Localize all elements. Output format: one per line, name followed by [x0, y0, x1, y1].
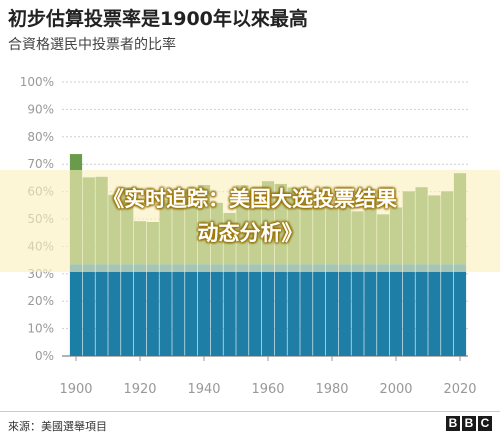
logo-letter-1: B: [446, 416, 460, 431]
x-tick-label: 1980: [315, 382, 348, 397]
x-tick-label: 1960: [251, 382, 284, 397]
bar-base: [441, 264, 454, 356]
bar-base: [313, 264, 326, 356]
bar-base: [364, 264, 377, 356]
bar-base: [159, 264, 172, 356]
y-tick-label: 90%: [27, 102, 54, 116]
x-tick-label: 1940: [187, 382, 220, 397]
bar-base: [274, 264, 287, 356]
bar-base: [415, 264, 428, 356]
bar-base: [453, 264, 467, 356]
x-tick-label: 2020: [443, 382, 476, 397]
bar-base: [185, 264, 198, 356]
y-tick-label: 80%: [27, 130, 54, 144]
y-tick-label: 10%: [27, 322, 54, 336]
overlay-line-2: 动态分析》: [197, 221, 303, 245]
bar-base: [210, 264, 223, 356]
chart-subtitle: 合資格選民中投票者的比率: [8, 37, 176, 53]
bar-base: [95, 264, 108, 356]
bar-base: [351, 264, 364, 356]
bar-base: [300, 264, 313, 356]
footer-divider: [0, 411, 500, 412]
bar-base: [389, 264, 403, 356]
bar-base: [287, 264, 300, 356]
logo-letter-2: B: [462, 416, 476, 431]
y-tick-label: 100%: [20, 75, 54, 89]
overlay-headline: 《实时追踪：美国大选投票结果 动态分析》: [0, 182, 500, 250]
y-tick-label: 70%: [27, 157, 54, 171]
y-tick-label: 0%: [35, 349, 54, 363]
chart-title: 初步估算投票率是1900年以來最高: [8, 8, 308, 30]
bar-base: [82, 264, 95, 356]
bar-base: [428, 264, 441, 356]
y-tick-label: 20%: [27, 294, 54, 308]
bar-base: [108, 264, 121, 356]
x-tick-label: 1900: [59, 382, 92, 397]
bar-base: [223, 264, 236, 356]
bar-base: [172, 264, 185, 356]
logo-letter-3: C: [478, 416, 492, 431]
bar-base: [146, 264, 159, 356]
overlay-line-1: 《实时追踪：美国大选投票结果: [103, 187, 397, 211]
bar-base: [261, 264, 275, 356]
bar-base: [377, 264, 390, 356]
bar-base: [133, 264, 147, 356]
x-tick-label: 1920: [123, 382, 156, 397]
bar-base: [402, 264, 415, 356]
bar-base: [197, 264, 211, 356]
bar-base: [249, 264, 262, 356]
bar-base: [121, 264, 134, 356]
bar-base: [69, 264, 83, 356]
bbc-logo: B B C: [446, 416, 492, 431]
bar-base: [325, 264, 339, 356]
bar-base: [236, 264, 249, 356]
bar-base: [338, 264, 351, 356]
overlay-banner: [0, 170, 500, 272]
x-tick-label: 2000: [379, 382, 412, 397]
source-note: 來源：美國選舉項目: [8, 420, 107, 433]
